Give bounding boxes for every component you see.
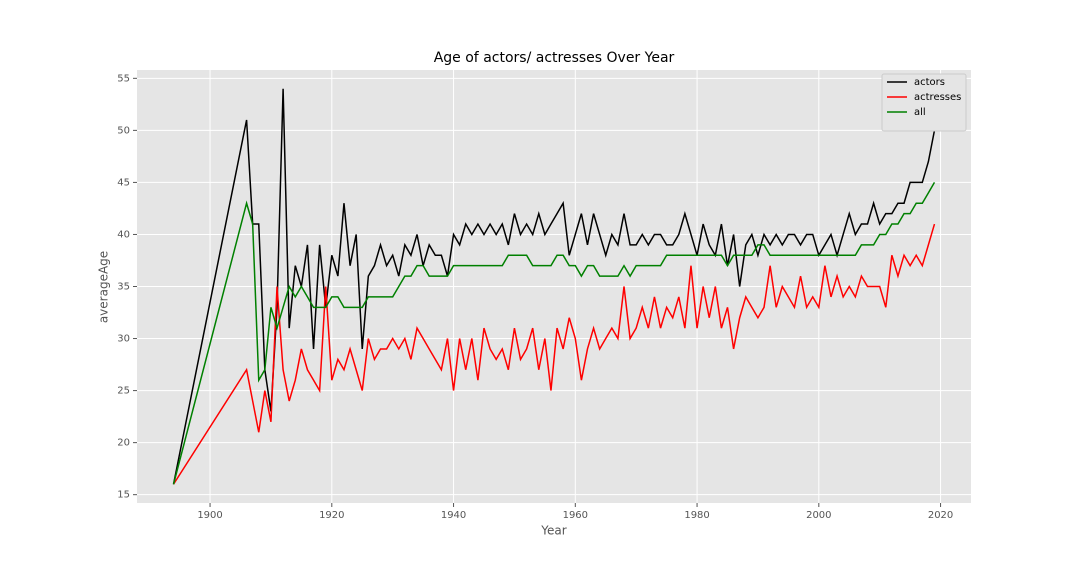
x-tick-label: 1960 <box>563 510 588 521</box>
y-tick-label: 50 <box>117 125 130 136</box>
data-line <box>172 223 936 485</box>
y-tick-label: 15 <box>117 490 130 501</box>
x-tick-label: 2020 <box>928 510 953 521</box>
legend-label: all <box>914 107 926 118</box>
legend-label: actors <box>914 77 945 88</box>
y-tick-label: 20 <box>117 438 130 449</box>
chart-title: Age of actors/ actresses Over Year <box>434 50 675 66</box>
y-tick-label: 35 <box>117 282 130 293</box>
y-tick-label: 30 <box>117 334 130 345</box>
x-tick-label: 2000 <box>806 510 831 521</box>
y-tick-label: 40 <box>117 229 130 240</box>
x-tick-label: 1920 <box>319 510 344 521</box>
x-axis-label: Year <box>540 524 566 538</box>
data-line <box>172 182 936 485</box>
legend-label: actresses <box>914 92 961 103</box>
x-tick-label: 1940 <box>441 510 466 521</box>
y-axis-label: averageAge <box>97 251 111 323</box>
y-tick-label: 55 <box>117 73 130 84</box>
legend-box <box>881 73 967 132</box>
y-tick-label: 25 <box>117 386 130 397</box>
x-tick-label: 1980 <box>684 510 709 521</box>
y-tick-label: 45 <box>117 177 130 188</box>
x-tick-label: 1900 <box>197 510 222 521</box>
